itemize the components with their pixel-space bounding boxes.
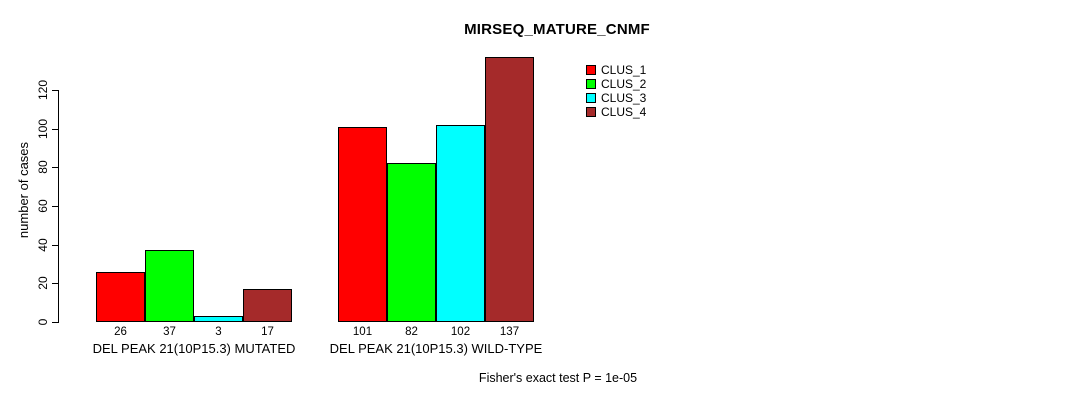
bar-value-label: 82 bbox=[405, 326, 418, 338]
y-tick-mark bbox=[52, 245, 58, 246]
x-category-label: DEL PEAK 21(10P15.3) MUTATED bbox=[92, 341, 296, 356]
legend-swatch-clus_3 bbox=[586, 93, 596, 103]
legend-label: CLUS_4 bbox=[601, 105, 647, 119]
bar-clus_4-group2 bbox=[485, 57, 534, 322]
bar-value-label: 37 bbox=[163, 326, 176, 338]
bar-clus_2-group1 bbox=[145, 250, 194, 322]
legend: CLUS_1 CLUS_2 CLUS_3 CLUS_4 bbox=[586, 63, 646, 119]
legend-swatch-clus_1 bbox=[586, 65, 596, 75]
y-tick-label: 20 bbox=[36, 276, 50, 290]
legend-label: CLUS_2 bbox=[601, 77, 647, 91]
y-axis-line bbox=[58, 90, 59, 323]
legend-swatch-clus_2 bbox=[586, 79, 596, 89]
bar-clus_4-group1 bbox=[243, 289, 292, 322]
bar-clus_3-group2 bbox=[436, 125, 485, 322]
y-tick-mark bbox=[52, 283, 58, 284]
bar-value-label: 3 bbox=[215, 326, 222, 338]
legend-label: CLUS_3 bbox=[601, 91, 647, 105]
y-tick-label: 120 bbox=[36, 79, 50, 101]
bar-value-label: 17 bbox=[261, 326, 274, 338]
legend-label: CLUS_1 bbox=[601, 63, 647, 77]
bar-value-label: 26 bbox=[114, 326, 127, 338]
y-tick-mark bbox=[52, 206, 58, 207]
legend-item-clus_4: CLUS_4 bbox=[586, 105, 646, 119]
bar-clus_2-group2 bbox=[387, 163, 436, 322]
y-tick-label: 0 bbox=[36, 318, 50, 326]
x-category-label: DEL PEAK 21(10P15.3) WILD-TYPE bbox=[329, 341, 543, 356]
legend-item-clus_3: CLUS_3 bbox=[586, 91, 646, 105]
legend-swatch-clus_4 bbox=[586, 107, 596, 117]
y-tick-mark bbox=[52, 167, 58, 168]
legend-item-clus_1: CLUS_1 bbox=[586, 63, 646, 77]
bar-value-label: 137 bbox=[499, 326, 520, 338]
y-tick-mark bbox=[52, 90, 58, 91]
y-tick-label: 40 bbox=[36, 238, 50, 252]
y-tick-label: 60 bbox=[36, 199, 50, 213]
fisher-test-annotation: Fisher's exact test P = 1e-05 bbox=[478, 371, 638, 385]
y-tick-label: 80 bbox=[36, 160, 50, 174]
bar-clus_3-group1 bbox=[194, 316, 243, 322]
bar-clus_1-group2 bbox=[338, 127, 387, 322]
y-tick-mark bbox=[52, 322, 58, 323]
y-tick-mark bbox=[52, 129, 58, 130]
bar-value-label: 102 bbox=[450, 326, 471, 338]
bar-value-label: 101 bbox=[352, 326, 373, 338]
legend-item-clus_2: CLUS_2 bbox=[586, 77, 646, 91]
y-tick-label: 100 bbox=[36, 118, 50, 140]
y-axis-label: number of cases bbox=[16, 141, 31, 239]
chart-title: MIRSEQ_MATURE_CNMF bbox=[464, 21, 650, 38]
bar-clus_1-group1 bbox=[96, 272, 145, 322]
